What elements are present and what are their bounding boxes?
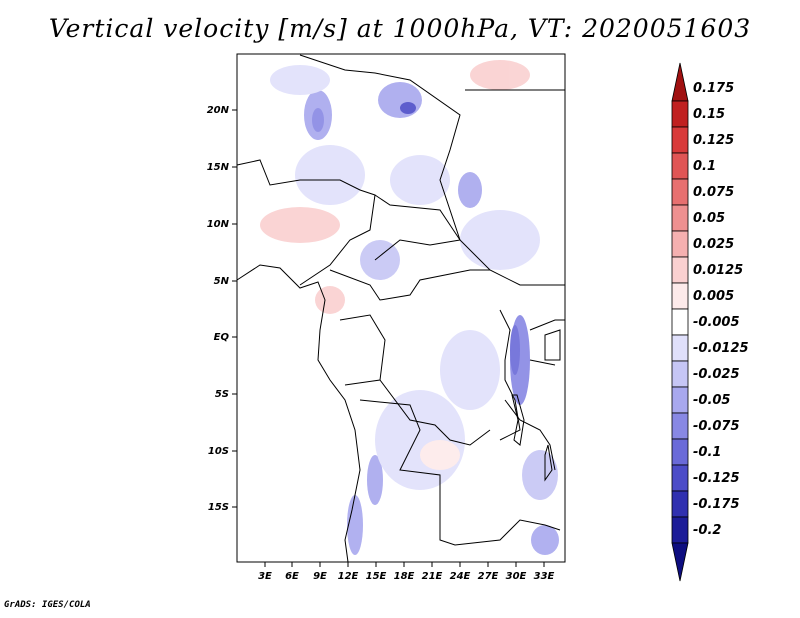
colorbar-label: 0.075 — [693, 185, 734, 200]
colorbar-segment — [671, 100, 689, 128]
colorbar-segment — [671, 490, 689, 518]
colorbar-label: 0.125 — [693, 133, 734, 148]
colorbar-segment — [671, 178, 689, 206]
lakes — [511, 329, 561, 482]
lon-label: 21E — [422, 571, 443, 582]
colorbar-label: 0.0125 — [693, 263, 743, 278]
colorbar-label: 0.15 — [693, 107, 725, 122]
colorbar-segment — [671, 308, 689, 336]
lon-label: 27E — [478, 571, 499, 582]
lon-axis: 3E 6E 9E 12E 15E 18E 21E 24E 27E 30E 33E — [258, 562, 555, 582]
colorbar-segment — [671, 334, 689, 362]
lon-label: 33E — [534, 571, 555, 582]
lat-label: EQ — [214, 332, 230, 343]
colorbar-segment — [671, 360, 689, 388]
lat-axis: 20N 15N 10N 5N EQ 5S 10S 15S — [207, 105, 237, 513]
colorbar-label: -0.2 — [693, 523, 721, 538]
colorbar-segment — [671, 152, 689, 180]
colorbar-segment — [671, 256, 689, 284]
lon-label: 24E — [450, 571, 471, 582]
colorbar-label: 0.025 — [693, 237, 734, 252]
lat-label: 5N — [214, 276, 230, 287]
colorbar-label: -0.0125 — [693, 341, 749, 356]
colorbar-label: 0.005 — [693, 289, 734, 304]
colorbar-label: -0.005 — [693, 315, 740, 330]
colorbar-segment — [671, 126, 689, 154]
lon-label: 3E — [258, 571, 272, 582]
colorbar-segment — [671, 282, 689, 310]
colorbar-label: -0.175 — [693, 497, 740, 512]
lat-label: 20N — [207, 105, 230, 116]
lat-label: 10N — [207, 219, 230, 230]
colorbar-segment — [671, 412, 689, 440]
colorbar-label: -0.05 — [693, 393, 730, 408]
lon-label: 9E — [313, 571, 327, 582]
colorbar-bottom-triangle — [671, 542, 689, 582]
colorbar-label: -0.1 — [693, 445, 721, 460]
grads-credit: GrADS: IGES/COLA — [4, 600, 91, 610]
colorbar-label: 0.1 — [693, 159, 716, 174]
colorbar-label: -0.025 — [693, 367, 740, 382]
lon-label: 30E — [506, 571, 527, 582]
map-frame — [236, 53, 566, 563]
colorbar-segment — [671, 464, 689, 492]
colorbar-segment — [671, 230, 689, 258]
colorbar-segment — [671, 204, 689, 232]
lat-label: 15S — [208, 502, 229, 513]
map-title: Vertical velocity [m/s] at 1000hPa, VT: … — [48, 14, 752, 43]
colorbar-label: 0.05 — [693, 211, 725, 226]
lon-label: 12E — [338, 571, 359, 582]
colorbar-top-triangle — [671, 62, 689, 102]
colorbar-labels: 0.175 0.15 0.125 0.1 0.075 0.05 0.025 0.… — [693, 81, 749, 538]
colorbar-label: 0.175 — [693, 81, 734, 96]
colorbar-segment — [671, 438, 689, 466]
lat-label: 15N — [207, 162, 230, 173]
colorbar — [671, 62, 689, 582]
lon-label: 6E — [285, 571, 299, 582]
lon-label: 15E — [366, 571, 387, 582]
lat-label: 10S — [208, 446, 229, 457]
colorbar-label: -0.075 — [693, 419, 740, 434]
colorbar-segment — [671, 386, 689, 414]
colorbar-segment — [671, 516, 689, 544]
lat-label: 5S — [215, 389, 229, 400]
lon-label: 18E — [394, 571, 415, 582]
field-shading — [260, 60, 559, 555]
colorbar-label: -0.125 — [693, 471, 740, 486]
country-borders — [236, 54, 565, 563]
